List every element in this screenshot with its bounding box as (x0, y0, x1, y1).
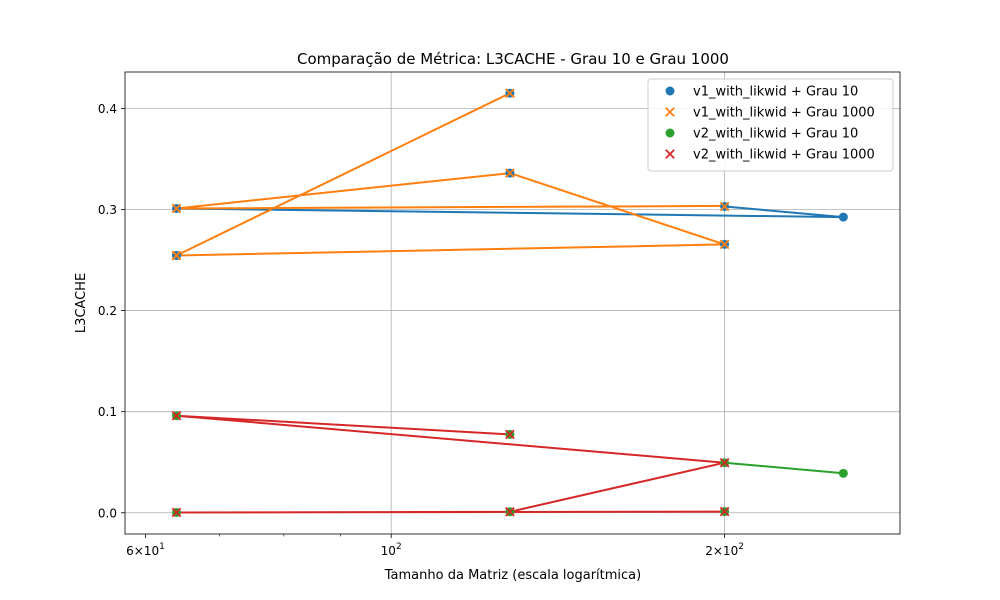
data-point-3-1 (505, 429, 515, 440)
marker-x-stroke (719, 239, 730, 250)
data-point-1-0 (171, 203, 182, 214)
y-tick-label: 0.2 (98, 304, 117, 318)
x-tick-exponent: 1 (159, 542, 165, 552)
y-axis-label: L3CACHE (74, 273, 89, 333)
y-axis: 0.0 0.1 0.2 0.3 0.4 (98, 102, 125, 520)
marker-x-stroke (719, 506, 730, 517)
marker-x-stroke (505, 506, 515, 517)
x-tick-label: 2×102 (705, 542, 744, 558)
marker-x-stroke (171, 250, 182, 261)
y-tick-label: 0.4 (98, 102, 117, 116)
chart-title: Comparação de Métrica: L3CACHE - Grau 10… (297, 50, 729, 68)
series-line-3 (175, 414, 726, 514)
data-point-1-5 (171, 250, 182, 261)
legend-marker-0 (665, 86, 675, 96)
legend-label-0: v1_with_likwid + Grau 10 (693, 85, 858, 100)
legend-label-1: v1_with_likwid + Grau 1000 (693, 106, 875, 121)
x-tick-base: 6 (126, 544, 134, 558)
series-lines (175, 92, 845, 514)
legend-marker-3 (665, 149, 675, 159)
data-point-3-0 (171, 410, 182, 421)
data-point-3-2 (719, 457, 730, 468)
marker-x-stroke (171, 507, 182, 518)
y-tick-label: 0.3 (98, 203, 117, 217)
x-tick-label: 6×101 (126, 542, 165, 558)
data-point-3-3 (171, 507, 182, 518)
x-tick-base: 2 (705, 544, 713, 558)
x-tick-exponent: 2 (738, 542, 744, 552)
x-tick-multiplier: ×10 (134, 544, 159, 558)
x-tick-exponent: 2 (396, 542, 402, 552)
x-tick-base: 10 (381, 544, 396, 558)
data-point-3-4 (505, 506, 515, 517)
marker-x-stroke (665, 149, 675, 159)
x-tick-multiplier: ×10 (713, 544, 738, 558)
y-tick-label: 0.0 (98, 506, 117, 520)
legend-marker-2 (665, 128, 675, 138)
x-tick-label: 102 (381, 542, 402, 558)
legend: v1_with_likwid + Grau 10 v1_with_likwid +… (647, 78, 894, 172)
data-point-1-4 (719, 239, 730, 250)
data-point-1-1 (719, 201, 730, 212)
marker-x-stroke (665, 107, 675, 117)
data-point-3-5 (719, 506, 730, 517)
legend-box (647, 78, 894, 172)
x-axis-label: Tamanho da Matriz (escala logarítmica) (384, 568, 641, 583)
marker-x-stroke (171, 410, 182, 421)
series-line-1 (175, 92, 726, 257)
y-tick-label: 0.1 (98, 405, 117, 419)
marker-x-stroke (505, 429, 515, 440)
marker-x-stroke (505, 88, 515, 99)
data-point-1-6 (505, 88, 515, 99)
marker-x-stroke (171, 203, 182, 214)
data-point-0-2 (838, 212, 848, 222)
legend-marker-1 (665, 107, 675, 117)
marker-x-stroke (505, 168, 515, 178)
plot-frame (124, 71, 901, 535)
marker-x-stroke (719, 201, 730, 212)
x-axis: 6×101 102 2×102 (126, 534, 744, 558)
data-point-1-3 (505, 168, 515, 178)
data-point-2-3 (838, 468, 848, 478)
series-line-2 (724, 461, 844, 475)
series-markers (171, 88, 848, 518)
legend-label-3: v2_with_likwid + Grau 1000 (693, 148, 875, 163)
legend-label-2: v2_with_likwid + Grau 10 (693, 127, 858, 142)
marker-x-stroke (719, 457, 730, 468)
